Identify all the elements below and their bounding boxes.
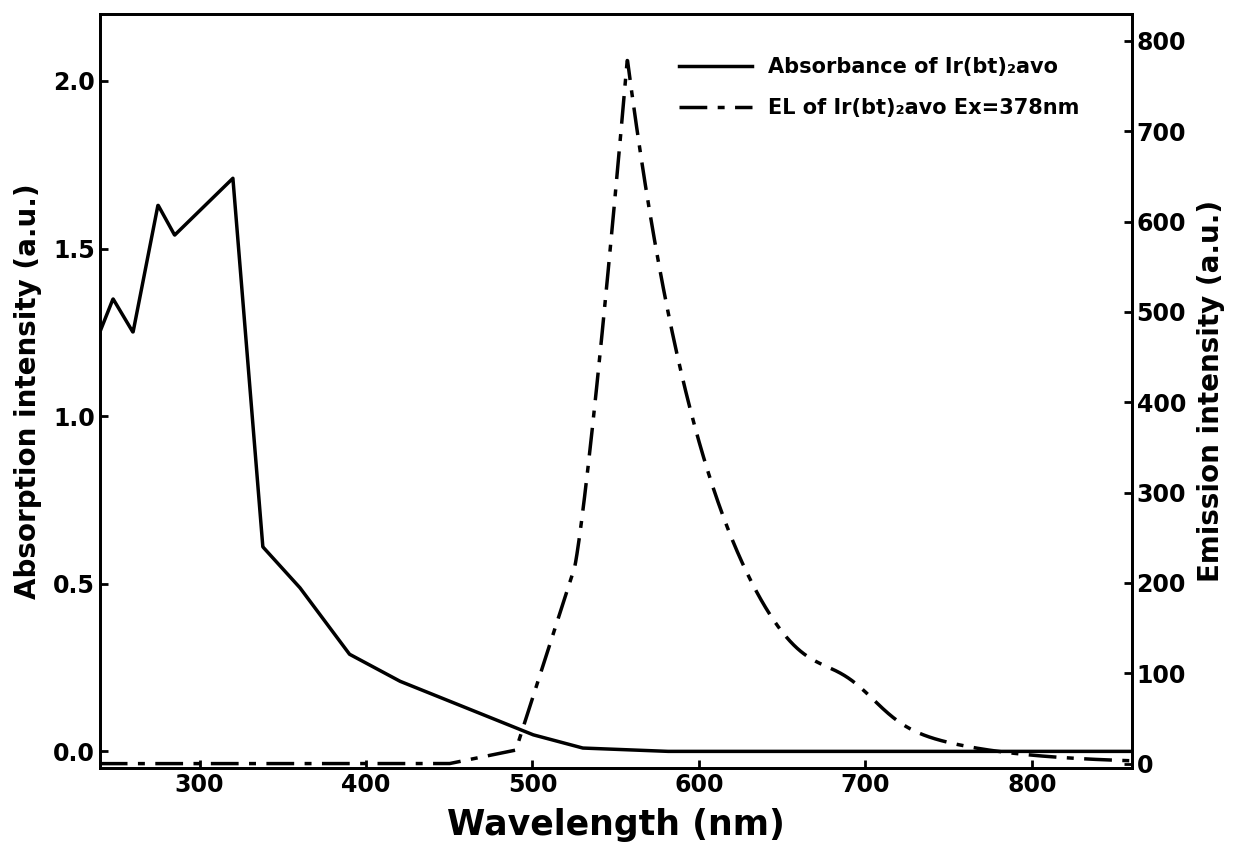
Absorbance of Ir(bt)₂avo [994, 746, 1009, 757]
Absorbance of Ir(bt)₂avo [533, 732, 548, 742]
Line: Absorbance of Ir(bt)₂avo: Absorbance of Ir(bt)₂avo [99, 178, 1131, 752]
Y-axis label: Emission intensity (a.u.): Emission intensity (a.u.) [1197, 200, 1225, 582]
Absorbance of Ir(bt)₂avo [1124, 746, 1139, 757]
Absorbance of Ir(bt)₂avo [92, 327, 107, 337]
Absorbance of Ir(bt)₂avo [271, 560, 286, 570]
Absorbance of Ir(bt)₂avo [658, 746, 673, 757]
Absorbance of Ir(bt)₂avo [1105, 746, 1120, 757]
Absorbance of Ir(bt)₂avo [209, 188, 224, 199]
Legend: Absorbance of Ir(bt)₂avo, EL of Ir(bt)₂avo Ex=378nm: Absorbance of Ir(bt)₂avo, EL of Ir(bt)₂a… [669, 47, 1090, 128]
Y-axis label: Absorption intensity (a.u.): Absorption intensity (a.u.) [14, 183, 42, 599]
Absorbance of Ir(bt)₂avo [225, 173, 240, 183]
Absorbance of Ir(bt)₂avo [488, 715, 503, 725]
X-axis label: Wavelength (nm): Wavelength (nm) [447, 808, 784, 842]
